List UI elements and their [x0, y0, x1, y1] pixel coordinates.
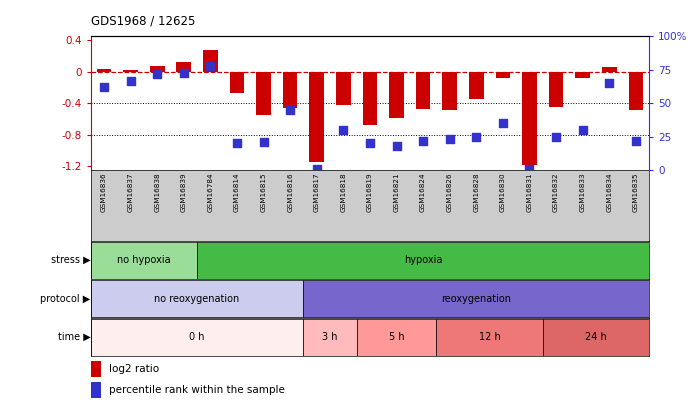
- Point: [285, 107, 296, 113]
- Text: GSM16818: GSM16818: [341, 172, 346, 212]
- Text: GSM16833: GSM16833: [579, 172, 586, 212]
- Text: GSM16824: GSM16824: [420, 172, 426, 212]
- Point: [364, 140, 376, 147]
- Text: GSM16817: GSM16817: [314, 172, 320, 212]
- Bar: [91, 361, 101, 377]
- Bar: [91, 319, 304, 356]
- Bar: [549, 72, 563, 107]
- Text: hypoxia: hypoxia: [404, 255, 443, 265]
- Point: [151, 70, 163, 77]
- Bar: [197, 242, 649, 279]
- Text: reoxygenation: reoxygenation: [441, 294, 512, 304]
- Bar: [496, 72, 510, 78]
- Text: GSM16784: GSM16784: [207, 172, 214, 212]
- Text: GSM16819: GSM16819: [367, 172, 373, 212]
- Bar: [336, 72, 350, 105]
- Text: GSM16839: GSM16839: [181, 172, 187, 212]
- Bar: [91, 242, 197, 279]
- Bar: [304, 319, 357, 356]
- Bar: [436, 319, 543, 356]
- Text: GSM16831: GSM16831: [526, 172, 533, 212]
- Text: GSM16837: GSM16837: [128, 172, 133, 212]
- Bar: [309, 72, 324, 162]
- Text: 12 h: 12 h: [479, 332, 500, 342]
- Point: [630, 137, 641, 144]
- Point: [232, 140, 243, 147]
- Bar: [416, 72, 431, 109]
- Bar: [443, 72, 457, 110]
- Text: GDS1968 / 12625: GDS1968 / 12625: [91, 14, 195, 27]
- Text: no hypoxia: no hypoxia: [117, 255, 171, 265]
- Bar: [602, 67, 616, 72]
- Bar: [256, 72, 271, 115]
- Bar: [522, 72, 537, 164]
- Point: [98, 84, 110, 90]
- Text: 0 h: 0 h: [189, 332, 205, 342]
- Point: [444, 136, 455, 143]
- Bar: [543, 319, 649, 356]
- Text: GSM16814: GSM16814: [234, 172, 240, 212]
- Point: [577, 127, 588, 133]
- Text: log2 ratio: log2 ratio: [109, 364, 159, 375]
- Point: [338, 127, 349, 133]
- Text: protocol ▶: protocol ▶: [40, 294, 91, 304]
- Point: [551, 134, 562, 140]
- Point: [311, 166, 322, 172]
- Bar: [389, 72, 404, 118]
- Bar: [575, 72, 590, 78]
- Point: [604, 80, 615, 86]
- Text: 5 h: 5 h: [389, 332, 404, 342]
- Text: 24 h: 24 h: [585, 332, 607, 342]
- Text: GSM16821: GSM16821: [394, 172, 399, 212]
- Bar: [97, 70, 112, 72]
- Text: percentile rank within the sample: percentile rank within the sample: [109, 386, 285, 395]
- Text: GSM16826: GSM16826: [447, 172, 453, 212]
- Bar: [357, 319, 436, 356]
- Point: [125, 77, 136, 84]
- Point: [178, 69, 189, 76]
- Text: stress ▶: stress ▶: [51, 255, 91, 265]
- Text: GSM16834: GSM16834: [607, 172, 612, 212]
- Text: no reoxygenation: no reoxygenation: [154, 294, 239, 304]
- Point: [391, 143, 402, 149]
- Text: GSM16830: GSM16830: [500, 172, 506, 212]
- Point: [205, 63, 216, 69]
- Point: [524, 166, 535, 172]
- Bar: [230, 72, 244, 93]
- Text: GSM16835: GSM16835: [633, 172, 639, 212]
- Text: GSM16828: GSM16828: [473, 172, 480, 212]
- Text: GSM16816: GSM16816: [287, 172, 293, 212]
- Text: GSM16832: GSM16832: [553, 172, 559, 212]
- Bar: [628, 72, 643, 110]
- Bar: [124, 70, 138, 72]
- Text: GSM16815: GSM16815: [260, 172, 267, 212]
- Text: GSM16838: GSM16838: [154, 172, 161, 212]
- Point: [497, 120, 508, 126]
- Bar: [177, 62, 191, 72]
- Bar: [283, 72, 297, 108]
- Bar: [469, 72, 484, 99]
- Bar: [203, 50, 218, 72]
- Text: 3 h: 3 h: [322, 332, 338, 342]
- Point: [258, 139, 269, 145]
- Point: [470, 134, 482, 140]
- Bar: [91, 280, 304, 317]
- Bar: [304, 280, 649, 317]
- Text: time ▶: time ▶: [58, 332, 91, 342]
- Bar: [150, 66, 165, 72]
- Bar: [91, 382, 101, 399]
- Point: [417, 137, 429, 144]
- Bar: [363, 72, 377, 125]
- Text: GSM16836: GSM16836: [101, 172, 107, 212]
